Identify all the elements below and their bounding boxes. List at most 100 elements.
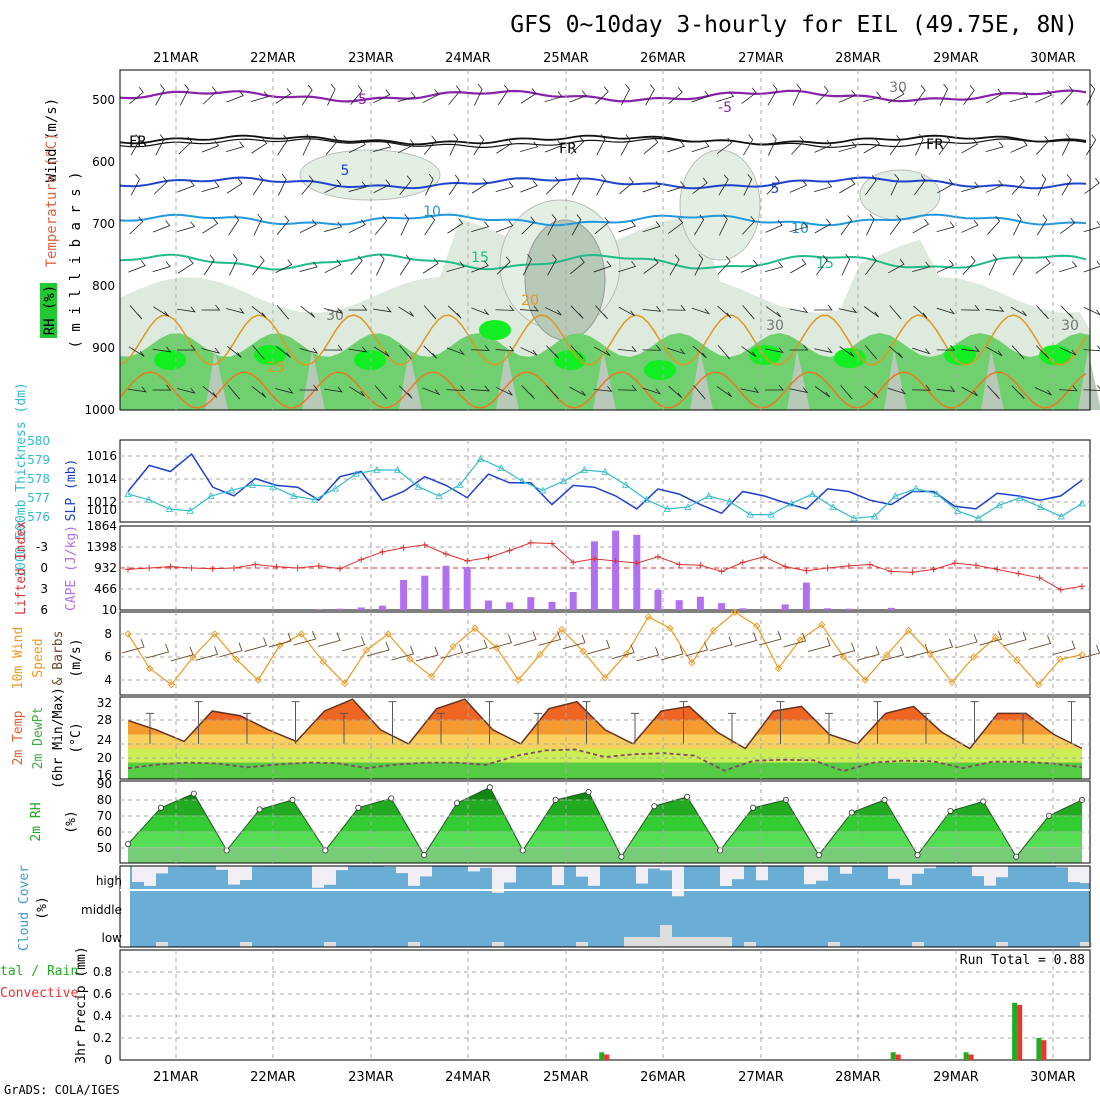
thickness-tick: 577 <box>27 491 50 505</box>
low-cloud-bar <box>720 937 732 947</box>
minmax-whisker <box>825 712 833 744</box>
wind-barb <box>423 135 437 155</box>
wind-barb <box>178 136 193 155</box>
minmax-whisker <box>631 712 639 744</box>
wind-barb <box>251 385 267 398</box>
wind-barb <box>1010 91 1029 102</box>
run-total: Run Total = 0.88 <box>960 953 1085 968</box>
wind-barb <box>570 257 585 275</box>
slp-tick: 1016 <box>86 449 117 463</box>
wind-barb <box>840 385 853 400</box>
wind-barb <box>716 386 733 398</box>
contour-label: 15 <box>471 250 489 266</box>
thickness-marker <box>331 484 340 492</box>
wind-barb <box>278 173 287 196</box>
rh-dry-spike <box>205 350 228 410</box>
thickness-marker <box>435 492 443 499</box>
high-cloud-gap <box>480 866 492 868</box>
date-bottom-label: 30MAR <box>1030 1070 1076 1085</box>
wind-barb <box>642 387 662 395</box>
minmax-whisker <box>970 701 979 744</box>
wind-barb <box>226 178 243 194</box>
low-cloud-bar <box>648 937 660 947</box>
rh-frame <box>119 780 1091 864</box>
precip-conv-bar <box>604 1054 610 1060</box>
rh2m-unit: (%) <box>64 810 79 833</box>
wind10-barb <box>195 646 219 661</box>
rh-marker <box>815 852 822 859</box>
wind-barb <box>717 345 731 360</box>
high-cloud-gap <box>468 866 480 872</box>
wind-barb <box>324 386 343 393</box>
wind-barb <box>814 386 831 398</box>
cape-bar <box>315 609 323 610</box>
wind-barb <box>520 141 539 153</box>
wind10-barb <box>342 636 366 652</box>
wind-barb <box>838 89 857 103</box>
wind-barb <box>1034 89 1053 103</box>
wind-barb <box>546 385 559 400</box>
rh-marker <box>1013 853 1020 860</box>
wind-barb <box>201 140 220 153</box>
wind-frame <box>119 611 1091 696</box>
wind-barb <box>1059 261 1078 273</box>
wind-barb <box>349 386 365 397</box>
cape-tick: 1398 <box>86 540 117 554</box>
date-top-label: 30MAR <box>1030 51 1076 66</box>
wind-barb <box>864 385 879 399</box>
rh-saturated-patch <box>1039 345 1071 365</box>
wind-barb <box>1062 133 1071 156</box>
low-cloud-bar <box>576 942 588 947</box>
wind-barb <box>887 387 907 395</box>
rh-saturated-patch <box>644 360 676 380</box>
temp-contour-10 <box>119 213 1087 227</box>
high-cloud-gap <box>972 866 984 877</box>
precip-total-bar <box>890 1052 896 1060</box>
temp-frame <box>119 696 1091 780</box>
li-marker <box>273 563 280 570</box>
thickness-marker <box>663 505 671 512</box>
li-marker <box>231 565 237 571</box>
slp-line <box>127 452 1083 515</box>
wind-barb <box>619 177 634 195</box>
wind-barb <box>912 261 931 272</box>
wind-barb <box>915 133 924 156</box>
wind-barb <box>302 133 312 156</box>
wind-barb <box>447 305 462 319</box>
wind-barb <box>594 217 610 235</box>
wind-speed-marker <box>427 672 436 681</box>
thickness-marker <box>746 510 754 518</box>
wind-barb <box>301 84 313 106</box>
wind-barb <box>694 253 704 276</box>
wind-barb <box>544 140 563 153</box>
wind-barb <box>276 305 290 320</box>
precip-label-3: 3hr Precip (mm) <box>74 946 89 1063</box>
wind-barb <box>495 305 515 311</box>
rh-marker <box>914 852 921 859</box>
wind-barb <box>986 88 1003 104</box>
wind-barb <box>765 219 783 233</box>
wind-barb <box>1060 85 1074 105</box>
cloud-level-label: middle <box>81 903 122 917</box>
cape-bar <box>887 607 895 610</box>
wind-barb <box>814 218 832 234</box>
temp-contour-20 <box>119 314 1087 366</box>
low-cloud-bar <box>156 942 168 947</box>
wind-barb <box>177 258 194 274</box>
wind10-barb <box>636 646 660 662</box>
wind-barb <box>471 178 488 194</box>
cape-bar <box>400 579 408 610</box>
rh-marker <box>684 793 691 800</box>
wind-barb <box>522 254 532 276</box>
wind-barb <box>839 346 855 358</box>
cape-label: CAPE (J/kg) <box>64 525 79 611</box>
wind-barb <box>1013 213 1022 236</box>
wind-barb <box>446 347 465 356</box>
wind-barb <box>694 214 705 236</box>
rh-marker <box>256 806 263 813</box>
wind-barb <box>961 386 978 397</box>
li-marker <box>612 558 619 564</box>
thickness-marker <box>518 477 526 485</box>
minmax-whisker <box>243 712 251 744</box>
